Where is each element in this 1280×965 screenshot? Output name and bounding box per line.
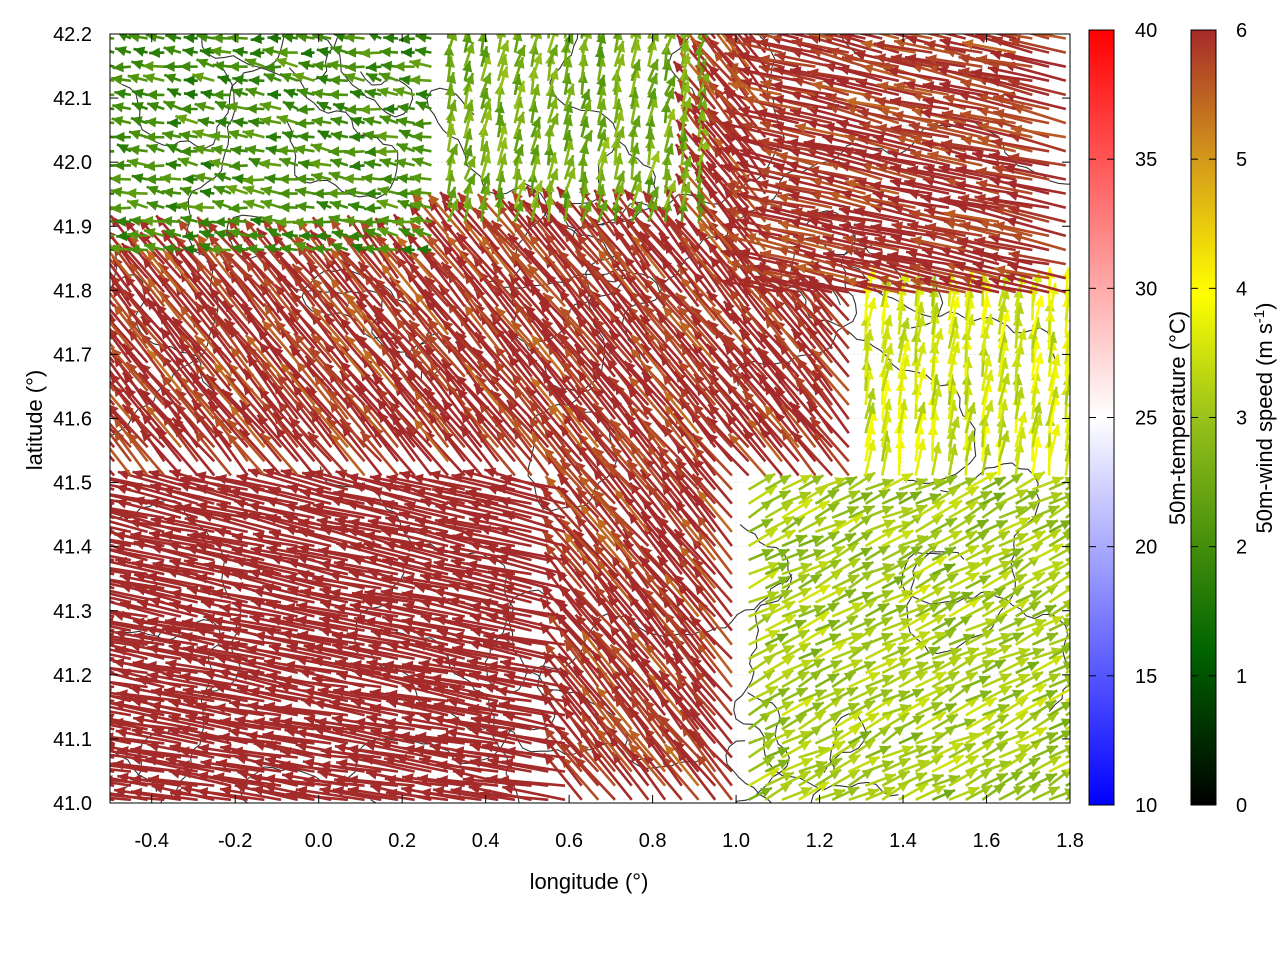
wind-arrow-head	[64, 559, 76, 569]
wind-arrow-head	[96, 585, 108, 595]
wind-arrow	[49, 630, 114, 645]
wind-arrow-head	[63, 584, 75, 594]
wind-arrow-head	[101, 504, 113, 514]
wind-arrow-head	[65, 772, 77, 782]
wind-arrow-head	[67, 701, 79, 711]
wind-arrow-head	[99, 489, 111, 499]
wind-arrow-head	[74, 388, 85, 400]
wind-arrow-head	[98, 544, 110, 554]
wind-arrow-head	[1078, 784, 1090, 794]
wind-arrow	[75, 361, 114, 405]
wind-arrow-head	[63, 712, 75, 722]
wind-arrow	[72, 431, 114, 476]
wind-arrow-head	[101, 775, 112, 785]
wind-arrow-head	[79, 639, 91, 649]
wind-arrow	[47, 500, 114, 517]
wind-arrow-head	[1077, 501, 1089, 512]
wind-arrow-head	[1077, 774, 1089, 784]
wind-arrow-head	[72, 431, 83, 443]
wind-arrow-head	[88, 383, 99, 395]
wind-arrow-head	[96, 574, 107, 584]
wind-arrow-head	[53, 569, 65, 579]
wind-arrow-head	[84, 512, 96, 522]
wind-arrow-head	[98, 556, 110, 566]
wind-arrow-head	[46, 759, 57, 769]
wind-arrow-head	[51, 560, 63, 570]
wind-arrow-head	[85, 573, 97, 583]
wind-arrow	[53, 688, 114, 701]
wind-arrow-head	[1077, 514, 1089, 525]
wind-arrow-shaft	[47, 503, 114, 518]
wind-arrow-head	[96, 415, 107, 427]
wind-arrow-head	[51, 517, 63, 527]
wind-arrow-shaft	[75, 361, 114, 405]
wind-arrow-head	[49, 713, 61, 723]
wind-arrow	[51, 517, 115, 532]
wind-arrow-head	[96, 432, 107, 444]
wind-arrow-head	[98, 473, 110, 483]
wind-arrow-head	[49, 630, 61, 640]
wind-arrow-head	[102, 617, 114, 627]
wind-arrow-shaft	[49, 775, 114, 785]
wind-arrow-head	[84, 561, 96, 571]
wind-arrow-head	[81, 631, 92, 641]
wind-arrow-head	[99, 790, 110, 800]
wind-arrow-head	[76, 370, 87, 382]
wind-arrow	[51, 560, 114, 575]
terrain-contour	[0, 254, 118, 390]
wind-arrow-head	[102, 732, 113, 742]
wind-arrow-shaft	[51, 563, 114, 574]
wind-arrow-shaft	[46, 763, 115, 771]
wind-arrow-head	[79, 697, 91, 707]
wind-arrow-head	[99, 761, 110, 771]
wind-arrow-head	[47, 500, 59, 510]
wind-arrow-head	[96, 654, 108, 664]
wind-arrow-shaft	[52, 751, 114, 758]
wind-arrow-head	[79, 501, 91, 511]
wind-arrow-head	[96, 697, 108, 707]
wind-arrow-head	[64, 571, 76, 581]
wind-arrow-head	[63, 642, 75, 652]
wind-arrow-shaft	[46, 705, 115, 716]
wind-arrow-head	[63, 514, 75, 524]
wind-arrow-head	[63, 497, 75, 507]
wind-arrow-shaft	[53, 571, 114, 588]
wind-arrow	[53, 569, 114, 588]
wind-arrow-shaft	[49, 634, 114, 645]
wind-arrow-shaft	[72, 431, 114, 476]
wind-arrow-head	[86, 689, 97, 699]
wind-arrow-shaft	[53, 691, 114, 701]
wind-arrow	[49, 713, 114, 729]
wind-arrow-head	[1077, 475, 1089, 485]
wind-arrow-shaft	[49, 716, 114, 729]
wind-arrow-shaft	[45, 649, 114, 659]
wind-arrow-head	[46, 701, 58, 711]
wind-arrow-head	[45, 645, 57, 655]
wind-arrow-head	[53, 688, 64, 698]
wind-arrow-shaft	[51, 520, 115, 532]
wind-arrow	[46, 759, 115, 771]
wind-arrow-head	[85, 585, 97, 595]
wind-arrow-head	[95, 377, 106, 389]
wind-arrow-head	[99, 640, 111, 650]
wind-arrow-head	[87, 715, 99, 725]
wind-arrow-head	[103, 632, 115, 642]
wind-arrow	[46, 701, 115, 715]
wind-arrow-head	[81, 769, 93, 779]
wind-arrow-head	[49, 772, 61, 782]
wind-arrow-head	[46, 586, 58, 596]
wind-arrow	[49, 772, 114, 786]
wind-arrow-head	[83, 755, 95, 765]
wind-arrow-head	[92, 404, 103, 416]
wind-arrow-head	[70, 632, 81, 642]
wind-arrow	[45, 645, 114, 659]
wind-arrow-head	[67, 761, 78, 771]
